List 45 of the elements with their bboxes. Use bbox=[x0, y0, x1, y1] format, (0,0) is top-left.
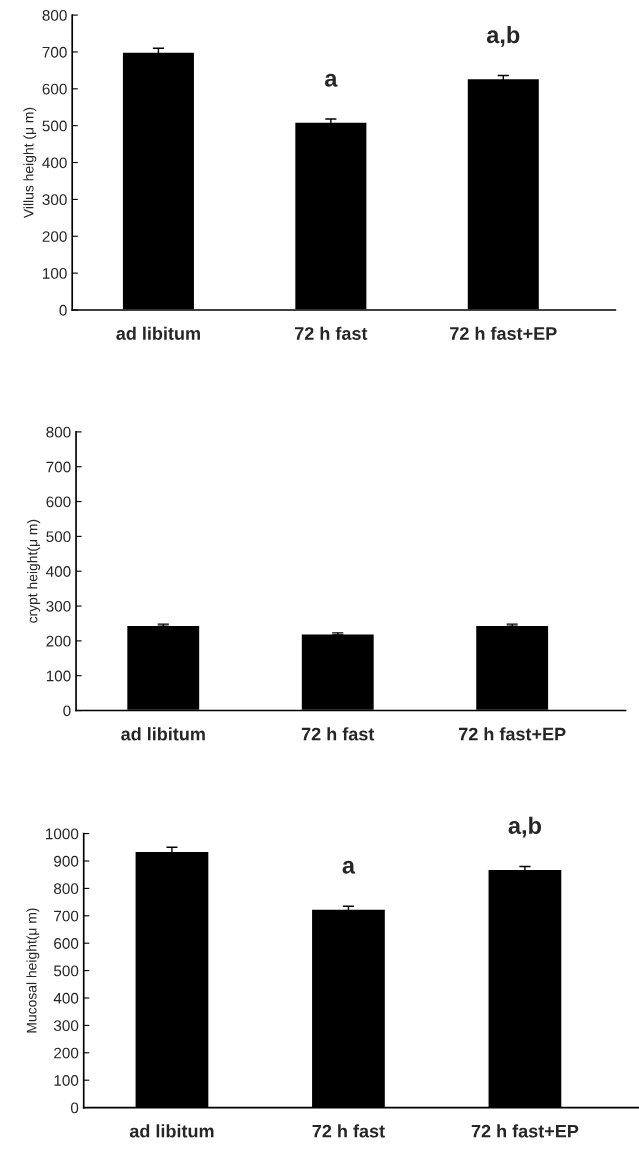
y-tick-label: 0 bbox=[70, 1102, 79, 1114]
y-tick-label: 700 bbox=[54, 910, 79, 922]
y-tick-label: 300 bbox=[42, 194, 67, 206]
x-tick-label: 72 h fast+EP bbox=[471, 1124, 579, 1138]
y-tick-label: 600 bbox=[46, 496, 71, 508]
y-tick-label: 600 bbox=[54, 938, 79, 949]
x-tick-label: ad libitum bbox=[116, 326, 200, 340]
y-tick-label: 0 bbox=[63, 705, 71, 717]
y-tick-label: 0 bbox=[59, 304, 67, 316]
y-tick-label: 300 bbox=[53, 1020, 79, 1032]
y-tick-label: 200 bbox=[46, 635, 71, 647]
y-tick-label: 500 bbox=[46, 531, 71, 543]
y-tick-label: 200 bbox=[42, 231, 67, 242]
y-tick-label: 600 bbox=[42, 83, 67, 95]
x-tick-label: 72 h fast+EP bbox=[450, 326, 557, 340]
y-tick-label: 400 bbox=[42, 157, 67, 169]
y-tick-label: 700 bbox=[46, 461, 71, 473]
y-tick-label: 800 bbox=[46, 426, 71, 438]
x-tick-label: ad libitum bbox=[121, 727, 205, 741]
y-axis-title: Mucosal height(μ m) bbox=[26, 908, 40, 1033]
y-tick-label: 800 bbox=[42, 9, 67, 21]
y-axis-title: crypt height(μ m) bbox=[27, 519, 41, 623]
y-tick-label: 800 bbox=[54, 883, 79, 895]
y-tick-label: 900 bbox=[54, 855, 79, 867]
annotation: a bbox=[342, 860, 356, 874]
y-tick-label: 200 bbox=[54, 1047, 79, 1059]
x-tick-label: 72 h fast bbox=[295, 326, 368, 340]
y-tick-label: 100 bbox=[46, 670, 71, 682]
annotation: a,b bbox=[486, 25, 520, 47]
y-tick-label: 300 bbox=[46, 600, 71, 612]
y-tick-label: 400 bbox=[53, 992, 79, 1004]
x-tick-label: 72 h fast bbox=[312, 1124, 385, 1138]
y-tick-label: 100 bbox=[54, 1075, 79, 1086]
annotation: a,b bbox=[508, 816, 542, 838]
y-tick-label: 400 bbox=[46, 566, 71, 577]
y-tick-label: 500 bbox=[42, 120, 67, 132]
x-tick-label: ad libitum bbox=[129, 1124, 214, 1138]
y-tick-label: 100 bbox=[43, 267, 67, 279]
y-tick-label: 500 bbox=[53, 965, 79, 977]
x-tick-label: 72 h fast bbox=[301, 727, 375, 741]
y-tick-label: 1000 bbox=[46, 828, 79, 840]
y-axis-title: Villus height (μ m) bbox=[23, 107, 37, 219]
annotation: a bbox=[324, 73, 338, 87]
x-tick-label: 72 h fast+EP bbox=[459, 727, 566, 741]
y-tick-label: 700 bbox=[42, 46, 67, 58]
